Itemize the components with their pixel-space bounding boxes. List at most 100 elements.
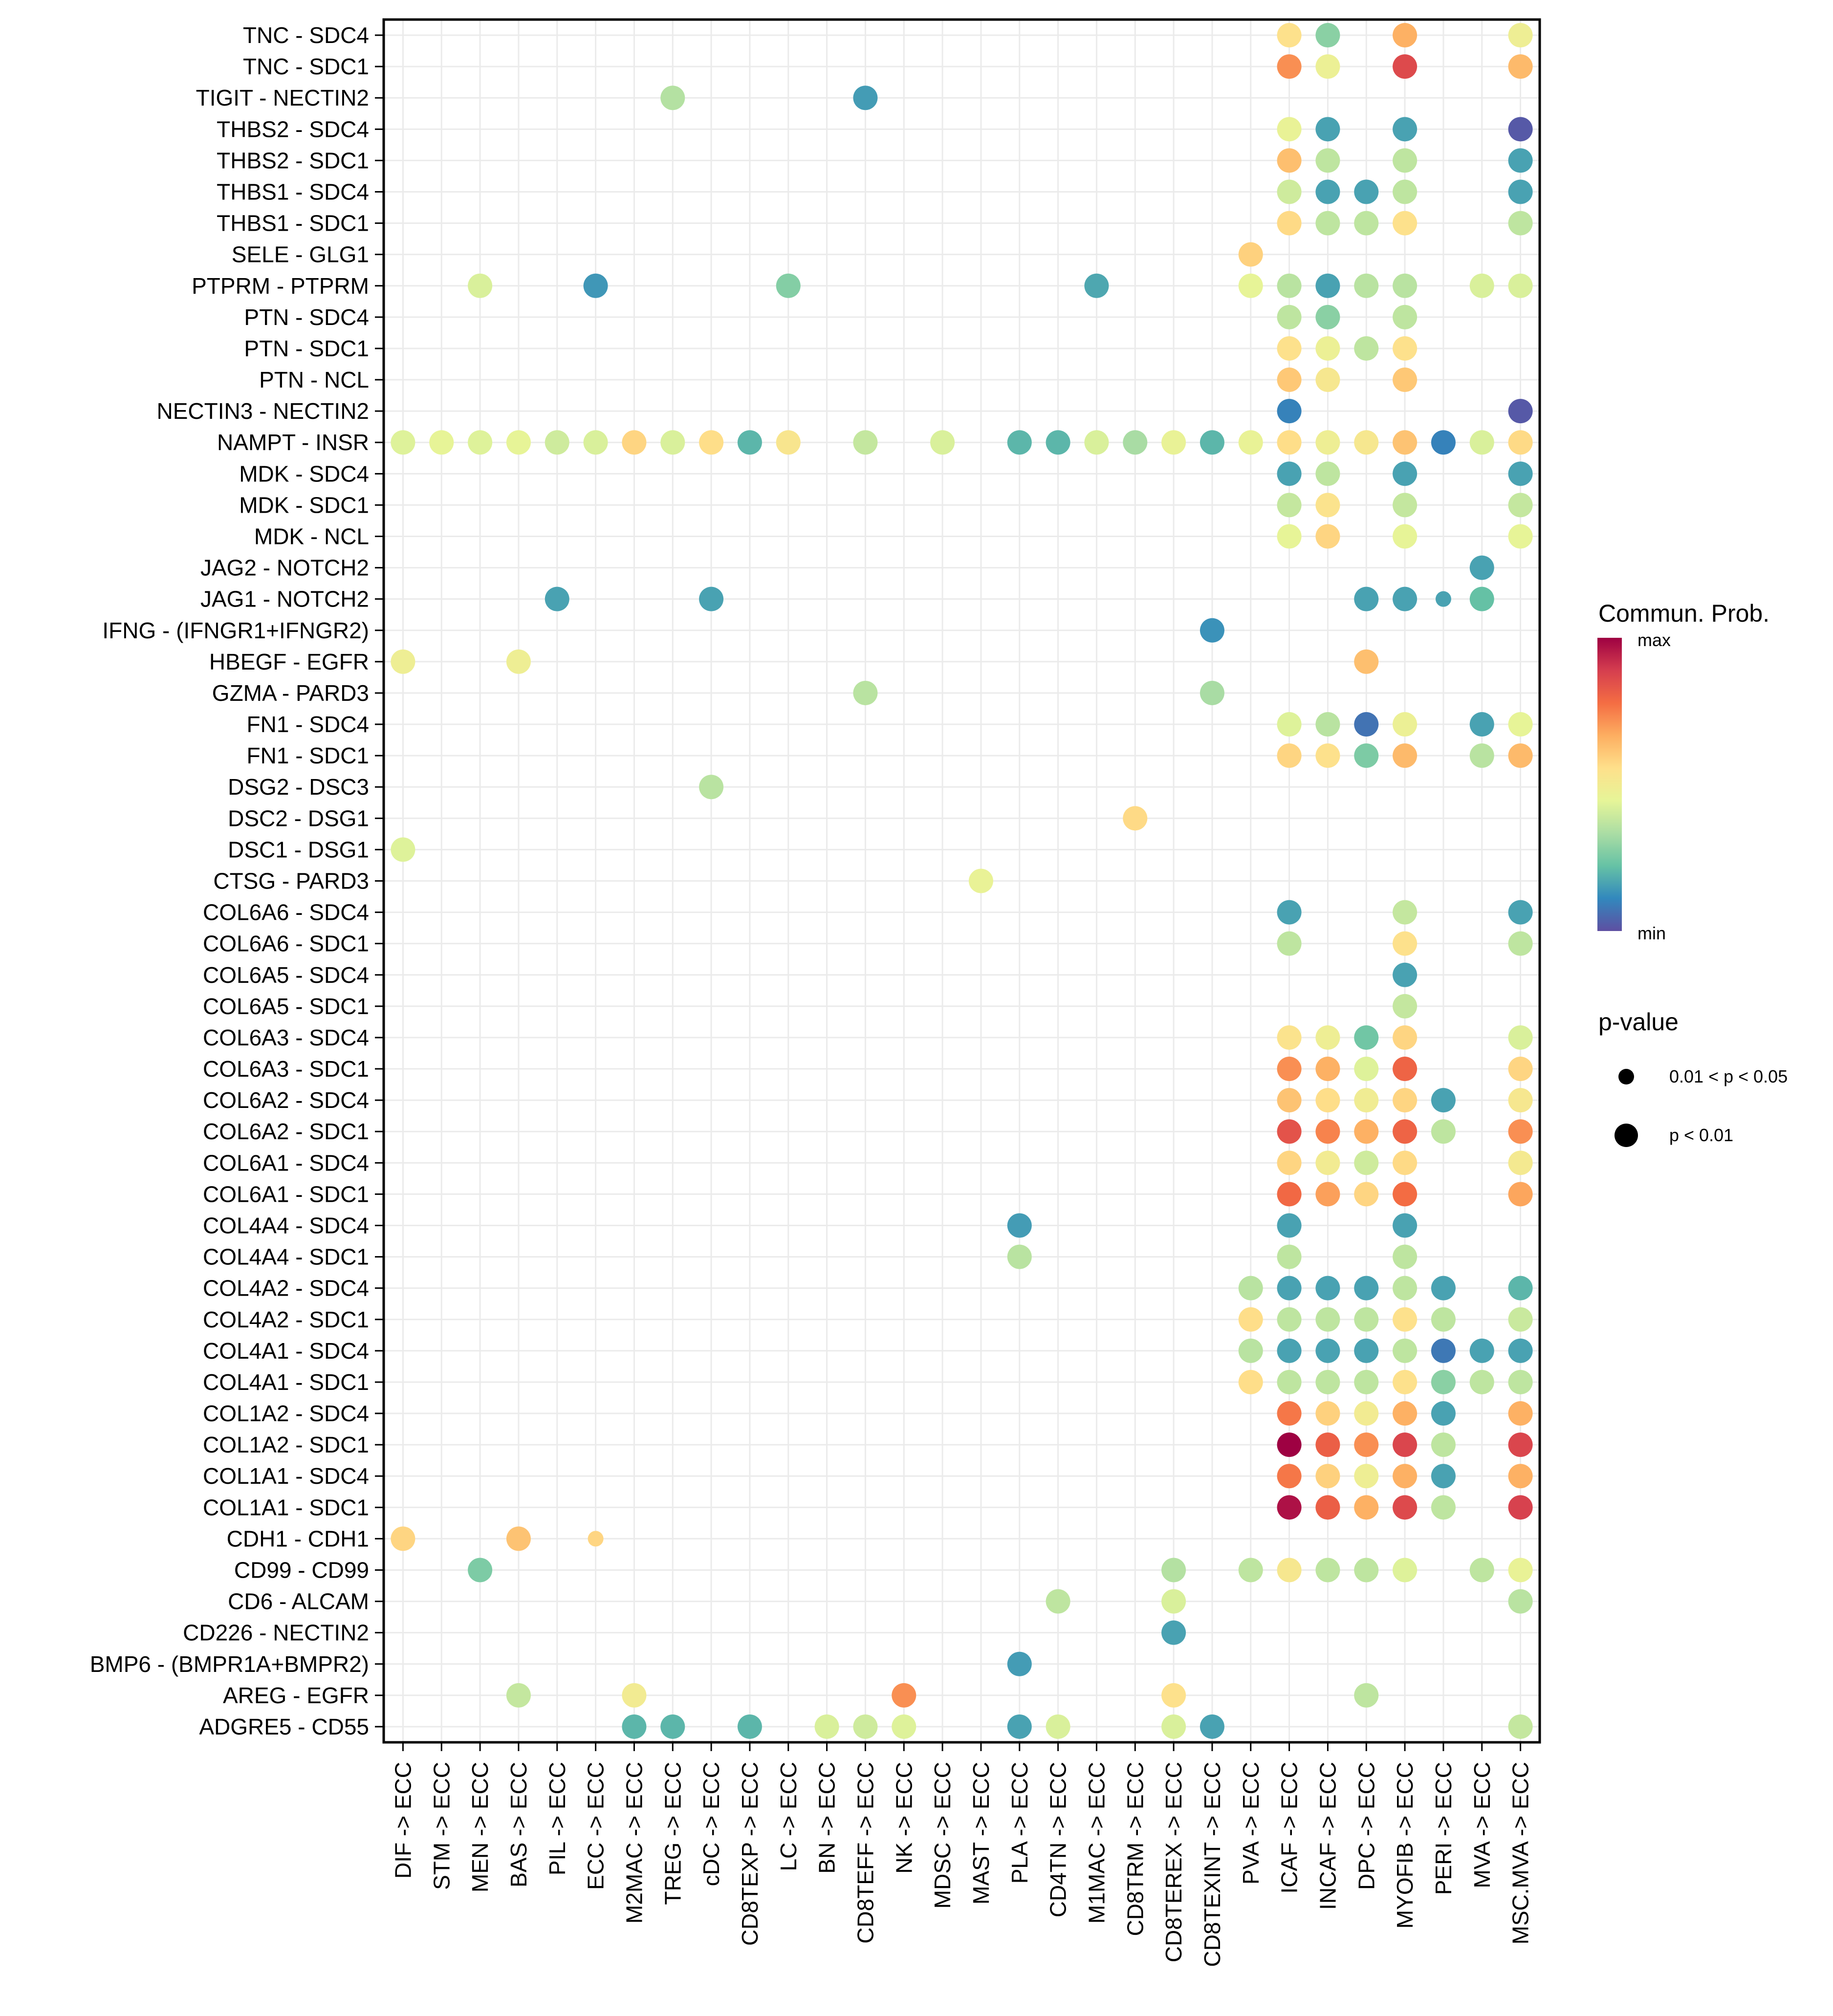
data-point <box>1200 430 1224 455</box>
data-point <box>1393 1057 1418 1082</box>
data-point <box>1238 1276 1263 1301</box>
y-tick-label: MDK - NCL <box>254 524 369 549</box>
data-point <box>1393 336 1418 361</box>
y-tick-label: COL4A1 - SDC1 <box>203 1369 369 1395</box>
data-point <box>1354 1464 1379 1489</box>
data-point <box>1393 273 1418 298</box>
data-point <box>1508 1558 1533 1582</box>
color-legend-title: Commun. Prob. <box>1598 600 1769 627</box>
data-point <box>1277 430 1302 455</box>
size-legend-small-label: 0.01 < p < 0.05 <box>1669 1066 1788 1086</box>
data-point <box>468 430 493 455</box>
data-point <box>1315 304 1340 329</box>
data-point <box>892 1714 916 1739</box>
data-point <box>1315 430 1340 455</box>
data-point <box>1431 1088 1456 1113</box>
data-point <box>1508 1369 1533 1394</box>
x-tick-label: cDC -> ECC <box>698 1762 724 1886</box>
data-point <box>1393 1150 1418 1175</box>
data-point <box>1315 1307 1340 1332</box>
data-point <box>1393 1338 1418 1363</box>
data-point <box>737 1714 762 1739</box>
data-point <box>1007 1714 1032 1739</box>
data-point <box>1393 586 1418 611</box>
data-point <box>1393 1464 1418 1489</box>
y-tick-label: COL4A2 - SDC1 <box>203 1307 369 1332</box>
x-tick-label: LC -> ECC <box>776 1762 801 1871</box>
data-point <box>391 837 415 862</box>
y-tick-label: GZMA - PARD3 <box>212 680 369 706</box>
data-point <box>1508 1432 1533 1457</box>
data-point <box>1508 211 1533 236</box>
y-tick-label: COL4A1 - SDC4 <box>203 1338 369 1364</box>
data-point <box>1354 211 1379 236</box>
y-tick-label: COL1A2 - SDC1 <box>203 1432 369 1457</box>
data-point <box>1315 1182 1340 1207</box>
data-point <box>391 649 415 674</box>
data-point <box>1315 368 1340 392</box>
data-point <box>1393 1244 1418 1269</box>
data-point <box>1277 1464 1302 1489</box>
data-point <box>853 680 878 705</box>
x-tick-label: PIL -> ECC <box>545 1762 570 1875</box>
data-point <box>1393 900 1418 925</box>
data-point <box>1277 461 1302 486</box>
x-tick-label: BN -> ECC <box>814 1762 840 1874</box>
data-point <box>1508 179 1533 204</box>
data-point <box>468 1558 493 1582</box>
data-point <box>1508 461 1533 486</box>
data-point <box>1315 1025 1340 1050</box>
y-tick-label: COL4A2 - SDC4 <box>203 1276 369 1301</box>
y-tick-label: MDK - SDC1 <box>239 492 369 518</box>
data-point <box>1354 1369 1379 1394</box>
data-point <box>583 273 608 298</box>
data-point <box>1161 1683 1186 1708</box>
y-tick-label: COL6A3 - SDC4 <box>203 1025 369 1050</box>
data-point <box>892 1683 916 1708</box>
data-point <box>1393 179 1418 204</box>
y-tick-label: COL6A1 - SDC4 <box>203 1150 369 1175</box>
data-point <box>1277 1307 1302 1332</box>
data-point <box>1508 931 1533 956</box>
data-point <box>506 430 531 455</box>
data-point <box>1508 54 1533 79</box>
data-point <box>1508 524 1533 549</box>
data-point <box>1393 117 1418 142</box>
data-point <box>1469 743 1494 768</box>
data-point <box>1469 586 1494 611</box>
data-points <box>391 23 1533 1739</box>
data-point <box>1393 1119 1418 1144</box>
data-point <box>1354 1119 1379 1144</box>
data-point <box>545 430 569 455</box>
data-point <box>1508 399 1533 424</box>
data-point <box>391 430 415 455</box>
y-tick-label: COL6A1 - SDC1 <box>203 1181 369 1207</box>
data-point <box>1315 23 1340 48</box>
y-tick-label: MDK - SDC4 <box>239 461 369 486</box>
data-point <box>1161 1714 1186 1739</box>
x-tick-label: ECC -> ECC <box>583 1762 609 1890</box>
data-point <box>1277 1213 1302 1238</box>
y-tick-label: THBS1 - SDC4 <box>217 179 369 205</box>
data-point <box>1354 1088 1379 1113</box>
data-point <box>1046 430 1070 455</box>
y-tick-label: CD6 - ALCAM <box>228 1589 369 1614</box>
data-point <box>1508 1495 1533 1520</box>
data-point <box>1315 179 1340 204</box>
x-tick-label: CD8TRM -> ECC <box>1122 1762 1148 1936</box>
data-point <box>1200 680 1224 705</box>
data-point <box>1315 1150 1340 1175</box>
data-point <box>776 273 801 298</box>
x-axis-labels: DIF -> ECC STM -> ECC MEN -> ECC BAS -> ECC… <box>390 1742 1533 1967</box>
data-point <box>1277 1558 1302 1582</box>
x-tick-label: CD8TEREX -> ECC <box>1161 1762 1186 1962</box>
data-point <box>1277 931 1302 956</box>
data-point <box>468 273 493 298</box>
data-point <box>1315 148 1340 173</box>
data-point <box>622 430 647 455</box>
colorbar-max-label: max <box>1637 630 1671 650</box>
y-tick-label: COL6A6 - SDC1 <box>203 931 369 956</box>
data-point <box>1123 430 1148 455</box>
data-point <box>930 430 955 455</box>
y-tick-label: CTSG - PARD3 <box>213 868 369 894</box>
